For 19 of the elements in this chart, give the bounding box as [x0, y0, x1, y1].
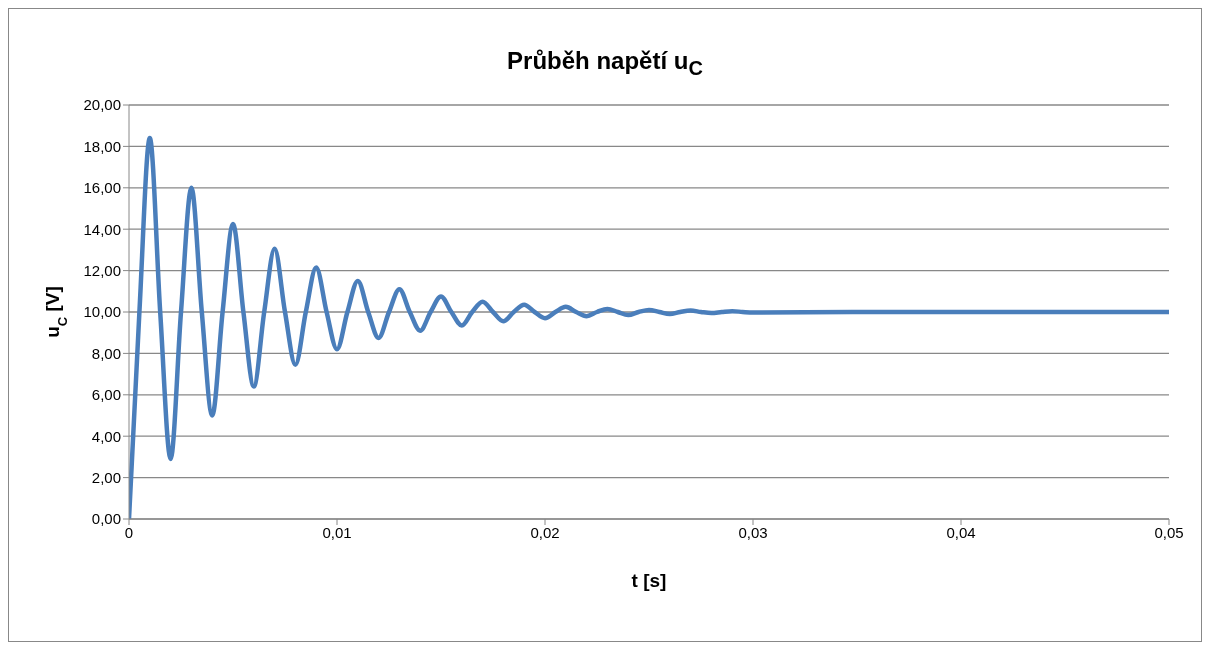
y-tick-label: 4,00 — [91, 427, 121, 445]
y-tick-label: 12,00 — [83, 261, 121, 279]
y-tick-label: 6,00 — [91, 386, 121, 404]
y-tick-label: 18,00 — [83, 137, 121, 155]
chart-title: Průběh napětí u$_{C}$ — [506, 47, 704, 80]
y-tick-label: 20,00 — [83, 96, 121, 114]
x-tick-label: 0,02 — [530, 523, 560, 541]
y-tick-label: 16,00 — [83, 179, 121, 197]
y-tick-label: 0,00 — [91, 510, 121, 528]
x-tick-label: 0,05 — [1154, 523, 1184, 541]
x-tick-label: 0,03 — [738, 523, 768, 541]
x-axis-title: t [s] — [631, 570, 667, 591]
y-tick-label: 10,00 — [83, 303, 121, 321]
x-tick-label: 0,01 — [322, 523, 352, 541]
y-tick-label: 14,00 — [83, 220, 121, 238]
x-tick-label: 0 — [124, 523, 134, 541]
x-tick-label: 0,04 — [946, 523, 976, 541]
y-tick-label: 8,00 — [91, 344, 121, 362]
y-tick-label: 2,00 — [91, 468, 121, 486]
